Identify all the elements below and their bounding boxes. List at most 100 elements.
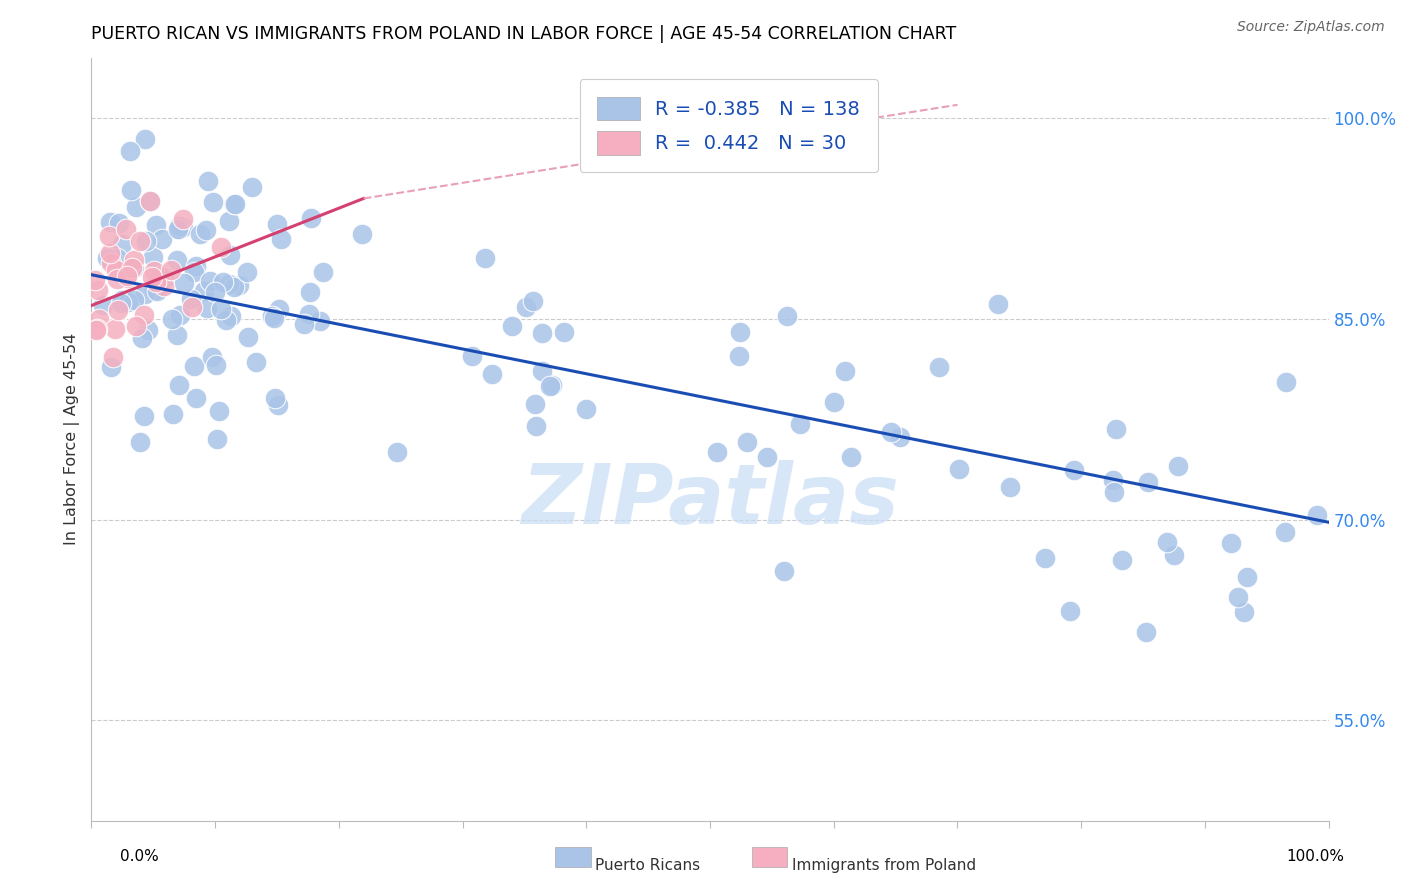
Point xyxy=(998,480,1021,494)
Point xyxy=(100,215,122,229)
Point xyxy=(117,268,139,283)
Point xyxy=(240,180,263,194)
Point xyxy=(481,368,503,382)
Point xyxy=(219,309,242,323)
Point xyxy=(105,272,128,286)
Point xyxy=(522,293,544,308)
Point xyxy=(880,425,903,439)
Point xyxy=(215,312,238,326)
Point xyxy=(245,355,267,369)
Point xyxy=(1274,525,1296,540)
Point xyxy=(134,132,156,146)
Point xyxy=(1137,475,1160,490)
Point xyxy=(209,302,232,317)
Point xyxy=(839,450,862,465)
Point xyxy=(139,194,162,208)
Point xyxy=(208,404,231,418)
Point xyxy=(262,310,284,324)
Point xyxy=(132,409,155,423)
Point xyxy=(530,326,553,341)
Point xyxy=(1059,604,1081,618)
Point xyxy=(823,395,845,409)
Point xyxy=(1135,625,1157,640)
Point xyxy=(524,397,547,411)
Point xyxy=(209,240,232,254)
Point xyxy=(143,264,166,278)
Point xyxy=(267,301,290,316)
Point xyxy=(142,283,165,297)
Y-axis label: In Labor Force | Age 45-54: In Labor Force | Age 45-54 xyxy=(65,334,80,545)
Point xyxy=(1275,375,1298,389)
Point xyxy=(125,200,148,214)
Point xyxy=(224,196,246,211)
Text: PUERTO RICAN VS IMMIGRANTS FROM POLAND IN LABOR FORCE | AGE 45-54 CORRELATION CH: PUERTO RICAN VS IMMIGRANTS FROM POLAND I… xyxy=(91,25,956,43)
Point xyxy=(160,263,183,277)
Text: 0.0%: 0.0% xyxy=(120,849,159,864)
Point xyxy=(501,318,523,333)
Point xyxy=(184,259,207,273)
Text: Immigrants from Poland: Immigrants from Poland xyxy=(792,858,976,873)
Point xyxy=(87,283,110,297)
Point xyxy=(1105,421,1128,435)
Point xyxy=(149,268,172,283)
Point xyxy=(987,296,1010,310)
Point xyxy=(166,327,188,342)
Point xyxy=(100,256,122,270)
Point xyxy=(169,378,191,392)
Point xyxy=(211,275,233,289)
Point xyxy=(146,285,169,299)
Point xyxy=(145,218,167,232)
Point xyxy=(118,144,141,158)
Text: Source: ZipAtlas.com: Source: ZipAtlas.com xyxy=(1237,20,1385,34)
Point xyxy=(111,237,134,252)
Point xyxy=(267,398,290,412)
Point xyxy=(1233,605,1256,619)
Point xyxy=(169,222,191,236)
Point xyxy=(150,231,173,245)
Point xyxy=(789,417,811,432)
Point xyxy=(166,253,188,268)
Point xyxy=(169,219,191,234)
Point xyxy=(387,445,409,459)
Point xyxy=(91,298,114,312)
Point xyxy=(98,245,121,260)
Point xyxy=(138,194,160,208)
Point xyxy=(104,322,127,336)
Point xyxy=(263,392,285,406)
Point xyxy=(297,307,319,321)
Point xyxy=(541,378,564,392)
Point xyxy=(114,222,136,236)
Point xyxy=(1236,569,1258,583)
Point xyxy=(266,218,288,232)
Point xyxy=(236,264,259,278)
Point xyxy=(122,293,145,308)
Point xyxy=(108,216,131,230)
Point xyxy=(706,445,728,459)
Legend: R = -0.385   N = 138, R =  0.442   N = 30: R = -0.385 N = 138, R = 0.442 N = 30 xyxy=(579,79,877,172)
Point xyxy=(111,293,134,308)
Point xyxy=(173,276,195,290)
Point xyxy=(145,275,167,289)
Point xyxy=(461,349,484,363)
Point xyxy=(134,309,156,323)
Point xyxy=(120,183,142,197)
Point xyxy=(100,359,122,374)
Point xyxy=(197,301,219,315)
Point xyxy=(575,401,598,416)
Point xyxy=(948,462,970,476)
Point xyxy=(129,435,152,450)
Point xyxy=(153,271,176,285)
Text: Puerto Ricans: Puerto Ricans xyxy=(595,858,700,873)
Point xyxy=(117,295,139,310)
Point xyxy=(195,222,218,236)
Point xyxy=(292,318,315,332)
Point xyxy=(1163,548,1185,562)
Point xyxy=(183,359,205,373)
Point xyxy=(928,359,950,374)
Point xyxy=(166,222,188,236)
Point xyxy=(222,197,245,211)
Point xyxy=(135,234,157,248)
Point xyxy=(218,277,240,292)
Point xyxy=(735,434,758,449)
Point xyxy=(1111,553,1133,567)
